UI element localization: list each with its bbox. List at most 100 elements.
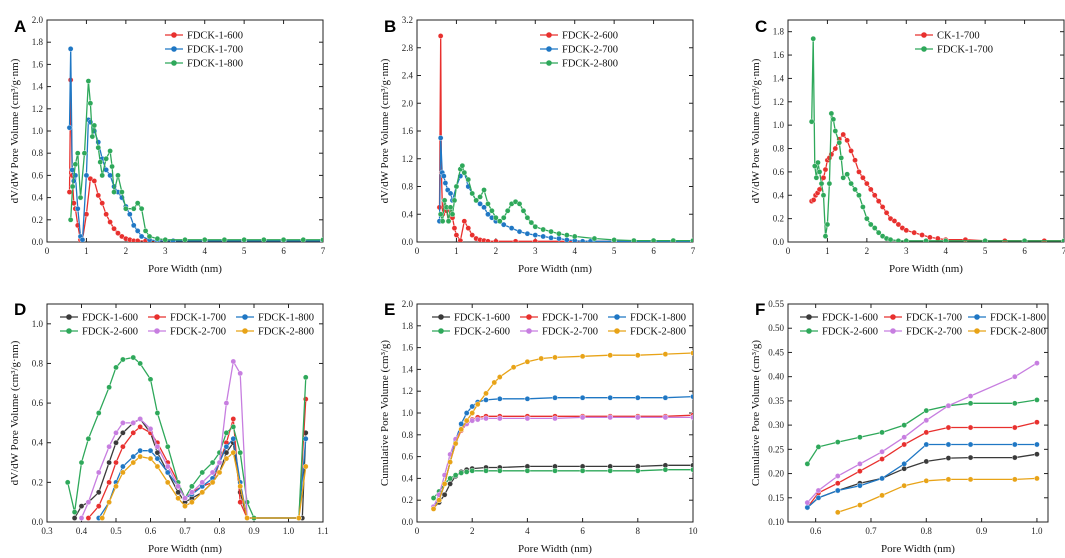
data-point xyxy=(237,483,243,490)
series-fdck-1-600 xyxy=(804,451,1040,511)
x-tick-label: 0.3 xyxy=(41,526,53,536)
data-point xyxy=(85,78,92,84)
data-point xyxy=(302,435,309,442)
data-point xyxy=(74,205,81,212)
x-tick-label: 1 xyxy=(825,246,830,256)
x-axis-label: Pore Width (nm) xyxy=(518,263,592,275)
data-point xyxy=(465,225,472,231)
data-point xyxy=(111,189,117,195)
y-axis-label: Cumulative Pore Volume (cm³/g) xyxy=(379,340,391,487)
data-point xyxy=(815,444,822,450)
y-tick-label: 2.0 xyxy=(402,299,414,309)
data-point xyxy=(579,353,586,360)
data-point xyxy=(437,33,444,39)
data-point xyxy=(103,155,109,162)
series-fdck-2-700 xyxy=(78,358,250,521)
x-tick-label: 10 xyxy=(689,526,699,536)
data-point xyxy=(113,483,119,490)
data-point xyxy=(690,237,693,242)
data-point xyxy=(662,394,669,401)
legend-label: FDCK-1-600 xyxy=(187,31,243,42)
series-fdck-2-700 xyxy=(436,135,693,242)
x-tick-label: 4 xyxy=(525,526,530,536)
data-point xyxy=(967,476,974,483)
y-tick-label: 3.2 xyxy=(402,15,413,25)
data-point xyxy=(524,358,531,365)
data-point xyxy=(528,219,535,226)
data-point xyxy=(815,487,822,494)
legend-label: FDCK-1-700 xyxy=(937,45,993,56)
data-point xyxy=(463,410,470,416)
x-tick-label: 0 xyxy=(415,526,420,536)
y-tick-label: 0.45 xyxy=(768,347,784,357)
data-point xyxy=(120,430,126,436)
data-point xyxy=(485,201,491,207)
data-point xyxy=(302,463,309,470)
legend-marker xyxy=(242,314,248,320)
panel-label: B xyxy=(384,17,396,36)
x-tick-label: 6 xyxy=(281,246,286,256)
data-point xyxy=(107,172,113,179)
y-tick-label: 1.8 xyxy=(32,37,44,47)
series-fdck-1-800 xyxy=(804,441,1040,511)
data-point xyxy=(564,232,570,238)
data-point xyxy=(887,236,894,242)
data-point xyxy=(130,430,137,436)
y-tick-label: 1.0 xyxy=(402,408,414,418)
x-tick-label: 0 xyxy=(45,246,50,256)
x-tick-label: 1.1 xyxy=(317,526,328,536)
legend-label: FDCK-2-700 xyxy=(170,327,226,338)
data-point xyxy=(154,443,161,450)
data-point xyxy=(138,205,145,212)
data-point xyxy=(540,233,546,240)
legend: FDCK-1-600 FDCK-1-700 FDCK-1-800 FDCK-2-600… xyxy=(800,313,1046,338)
data-point xyxy=(458,470,464,476)
data-point xyxy=(134,238,141,242)
data-point xyxy=(113,459,119,466)
legend-label: FDCK-2-800 xyxy=(630,327,686,338)
legend-label: FDCK-2-700 xyxy=(542,327,598,338)
y-tick-label: 0.8 xyxy=(773,144,785,154)
series-ck-1-700 xyxy=(808,131,1064,242)
data-point xyxy=(237,499,243,505)
data-point xyxy=(826,180,833,187)
data-point xyxy=(945,441,952,448)
data-point xyxy=(130,205,137,212)
series-fdck-2-700 xyxy=(804,360,1040,506)
data-point xyxy=(439,218,446,224)
data-point xyxy=(923,458,930,465)
data-point xyxy=(857,468,863,474)
data-point xyxy=(162,236,169,242)
legend-marker xyxy=(614,314,620,320)
y-tick-label: 0.6 xyxy=(32,398,44,408)
legend-marker xyxy=(974,328,980,334)
data-point xyxy=(477,194,483,200)
data-point xyxy=(690,466,693,473)
data-point xyxy=(879,456,885,462)
data-point xyxy=(879,204,886,210)
data-point xyxy=(137,453,143,460)
legend-label: FDCK-2-700 xyxy=(906,327,962,338)
legend-marker xyxy=(438,328,444,334)
data-point xyxy=(493,214,499,221)
x-tick-label: 0.6 xyxy=(145,526,157,536)
data-point xyxy=(856,169,862,175)
x-tick-label: 0.4 xyxy=(76,526,88,536)
y-tick-label: 0.0 xyxy=(402,237,414,247)
data-point xyxy=(99,172,105,179)
data-point xyxy=(81,150,88,156)
data-point xyxy=(95,192,102,199)
data-point xyxy=(871,225,878,231)
legend-marker xyxy=(171,60,177,66)
data-point xyxy=(199,489,206,496)
y-tick-label: 1.0 xyxy=(773,120,785,130)
x-tick-label: 6 xyxy=(580,526,585,536)
data-point xyxy=(447,204,454,211)
data-point xyxy=(107,219,113,225)
data-point xyxy=(146,233,153,240)
y-tick-label: 1.8 xyxy=(773,27,785,37)
y-tick-label: 0.8 xyxy=(402,182,414,192)
y-axis-label: dV/dW Pore Volume (cm³/g·nm) xyxy=(9,58,21,203)
series-fdck-1-700 xyxy=(430,412,693,510)
